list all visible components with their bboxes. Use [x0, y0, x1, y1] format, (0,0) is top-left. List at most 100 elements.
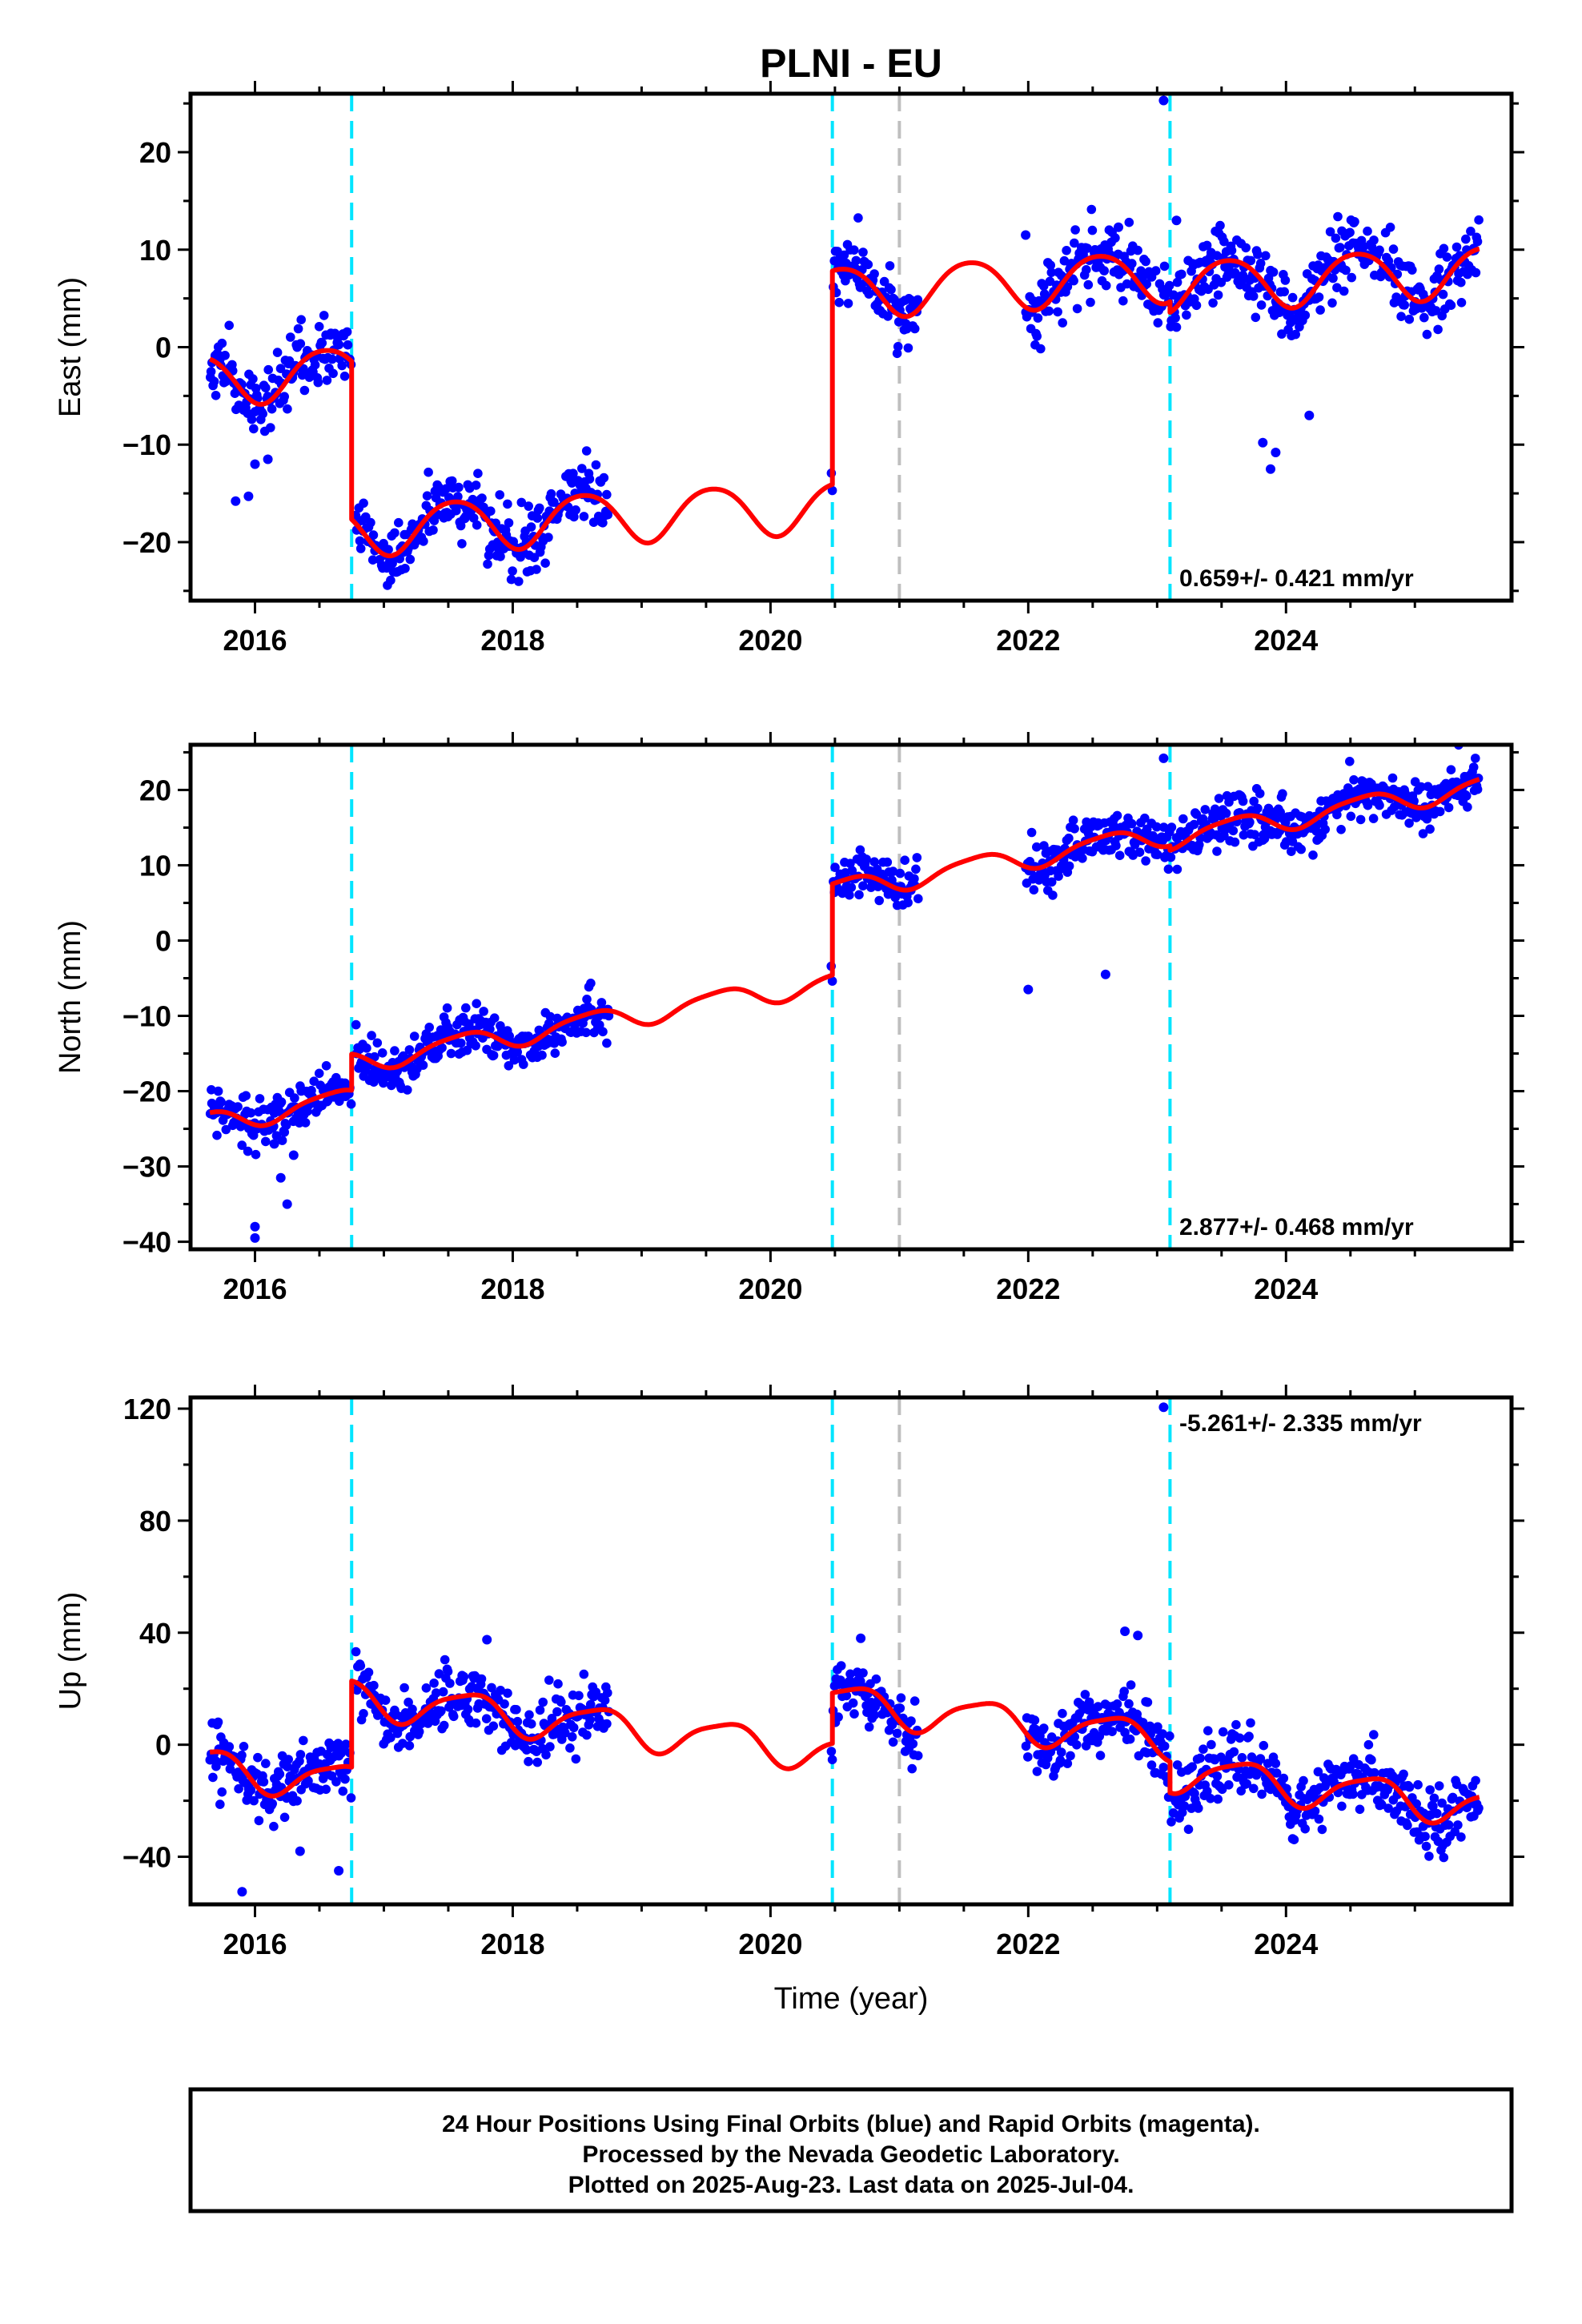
- data-point: [366, 517, 375, 528]
- x-tick-label: 2022: [996, 1273, 1060, 1305]
- y-tick-label: 0: [155, 924, 171, 957]
- x-tick-label: 2022: [996, 1928, 1060, 1960]
- data-point: [1249, 796, 1259, 806]
- data-point: [1126, 1680, 1136, 1690]
- y-tick-label: 0: [155, 332, 171, 364]
- data-point: [261, 1136, 271, 1147]
- data-point: [1314, 1814, 1324, 1824]
- data-point: [295, 339, 306, 349]
- data-point: [567, 1732, 577, 1742]
- data-point: [552, 1707, 562, 1717]
- data-point: [266, 423, 275, 432]
- data-point: [1124, 1699, 1134, 1709]
- data-point: [1468, 762, 1479, 772]
- data-point: [1471, 267, 1481, 278]
- data-point: [1119, 1687, 1129, 1696]
- data-point: [496, 552, 505, 561]
- data-point: [400, 1683, 409, 1693]
- data-point: [1142, 279, 1151, 289]
- data-point: [485, 1024, 495, 1034]
- data-point: [503, 1688, 512, 1699]
- data-point: [249, 424, 259, 434]
- data-point: [1237, 1753, 1247, 1763]
- x-tick-label: 2016: [223, 1273, 287, 1305]
- data-point: [1315, 305, 1325, 315]
- data-point: [906, 1716, 916, 1726]
- data-point: [1471, 754, 1480, 763]
- data-point: [471, 1041, 480, 1051]
- data-point: [471, 480, 481, 490]
- data-point: [1213, 1794, 1223, 1804]
- data-point: [1244, 1731, 1254, 1741]
- velocity-annotation: -5.261+/- 2.335 mm/yr: [1179, 1410, 1422, 1437]
- data-point: [1172, 864, 1182, 875]
- data-point: [546, 489, 556, 499]
- data-point: [519, 1059, 528, 1069]
- data-point: [1125, 1734, 1135, 1744]
- data-point: [429, 1679, 439, 1688]
- data-point: [437, 1043, 447, 1053]
- data-point: [1112, 1699, 1122, 1709]
- data-point: [1178, 814, 1188, 824]
- data-point: [1215, 220, 1225, 231]
- data-point: [1336, 825, 1346, 834]
- data-point: [579, 1669, 589, 1679]
- data-point: [1070, 225, 1080, 235]
- data-point: [254, 1815, 264, 1826]
- outlier-point: [263, 454, 273, 464]
- data-point: [591, 460, 601, 470]
- data-point: [1203, 1786, 1212, 1796]
- data-point: [1229, 1747, 1239, 1757]
- data-point: [1194, 1803, 1203, 1813]
- footer-line-3: Plotted on 2025-Aug-23. Last data on 202…: [568, 2172, 1134, 2198]
- data-point: [1452, 242, 1462, 252]
- data-point: [887, 875, 897, 885]
- y-tick-label: 10: [139, 849, 171, 882]
- outlier-point: [295, 1846, 305, 1856]
- data-point: [346, 1099, 356, 1109]
- data-point: [251, 1149, 261, 1160]
- data-point: [220, 351, 230, 360]
- y-tick-label: −10: [122, 428, 171, 461]
- data-point: [1062, 1759, 1073, 1768]
- final-orbit-points: [205, 745, 1484, 1243]
- data-point: [453, 492, 463, 501]
- data-point: [281, 1120, 291, 1130]
- data-point: [1153, 318, 1163, 328]
- footer-box: 24 Hour Positions Using Final Orbits (bl…: [188, 2087, 1514, 2213]
- data-point: [394, 517, 404, 528]
- data-point: [1416, 782, 1426, 792]
- data-point: [1241, 243, 1251, 253]
- data-point: [871, 1674, 881, 1684]
- data-point: [405, 554, 416, 565]
- data-point: [1170, 313, 1180, 323]
- data-point: [421, 1683, 432, 1693]
- data-point: [1413, 1779, 1423, 1790]
- data-point: [1327, 298, 1337, 308]
- outlier-point: [1021, 230, 1031, 240]
- data-point: [845, 890, 854, 900]
- data-point: [1456, 277, 1466, 287]
- data-point: [363, 1667, 374, 1678]
- data-point: [535, 503, 544, 513]
- data-point: [359, 498, 368, 509]
- data-point: [255, 1094, 265, 1104]
- data-point: [456, 521, 466, 531]
- data-point: [1348, 1789, 1358, 1799]
- data-point: [404, 1741, 415, 1751]
- data-point: [903, 343, 913, 353]
- data-point: [1422, 329, 1432, 340]
- data-point: [267, 1799, 278, 1808]
- data-point: [841, 1691, 852, 1701]
- final-orbit-points: [205, 1402, 1484, 1897]
- data-point: [524, 501, 533, 511]
- data-point: [584, 474, 595, 484]
- data-point: [1255, 259, 1266, 268]
- data-point: [362, 1043, 371, 1053]
- data-point: [1080, 1690, 1090, 1699]
- data-point: [343, 340, 353, 350]
- data-point: [1335, 243, 1345, 252]
- data-point: [1247, 1752, 1257, 1762]
- data-point: [1367, 1755, 1376, 1765]
